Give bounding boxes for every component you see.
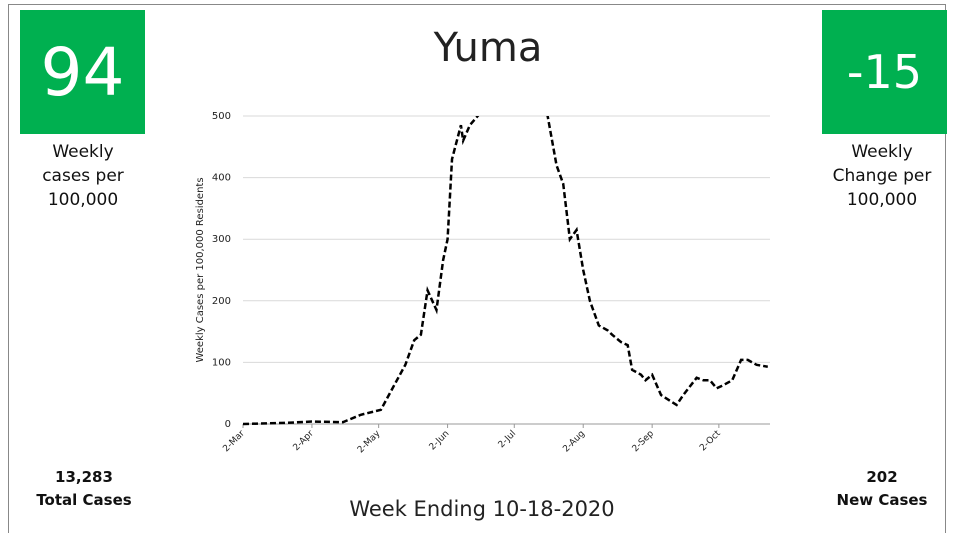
total-cases-label: Total Cases xyxy=(36,491,132,509)
x-tick-label: 2-Aug xyxy=(561,429,587,455)
x-tick-label: 2-Jul xyxy=(497,429,518,450)
x-tick-label: 2-Apr xyxy=(292,429,316,453)
x-tick-label: 2-Sep xyxy=(631,429,657,455)
new-cases-value: 202 xyxy=(866,468,898,486)
weekly-cases-label: Weekly cases per 100,000 xyxy=(42,142,124,210)
x-axis-title: Week Ending 10-18-2020 xyxy=(349,497,614,521)
y-tick-label: 100 xyxy=(212,357,231,368)
weekly-change-value: -15 xyxy=(822,10,947,134)
frame xyxy=(8,4,946,533)
new-cases: 202 New Cases xyxy=(812,466,952,512)
chart-title: Yuma xyxy=(433,25,543,71)
y-tick-label: 0 xyxy=(225,419,231,430)
new-cases-label: New Cases xyxy=(836,491,928,509)
y-tick-label: 400 xyxy=(212,173,231,184)
x-tick-label: 2-Jun xyxy=(428,429,452,453)
data-line xyxy=(243,116,768,426)
total-cases: 13,283 Total Cases xyxy=(14,466,154,512)
y-tick-label: 300 xyxy=(212,234,231,245)
y-axis-title: Weekly Cases per 100,000 Residents xyxy=(195,177,206,362)
x-tick-label: 2-May xyxy=(356,428,383,455)
x-tick-label: 2-Oct xyxy=(698,428,723,453)
weekly-change-label: Weekly Change per 100,000 xyxy=(832,142,932,210)
total-cases-value: 13,283 xyxy=(55,468,113,486)
y-tick-label: 200 xyxy=(212,296,231,307)
weekly-cases-value: 94 xyxy=(20,10,145,134)
y-tick-label: 500 xyxy=(212,111,231,122)
x-tick-label: 2-Mar xyxy=(221,429,247,455)
